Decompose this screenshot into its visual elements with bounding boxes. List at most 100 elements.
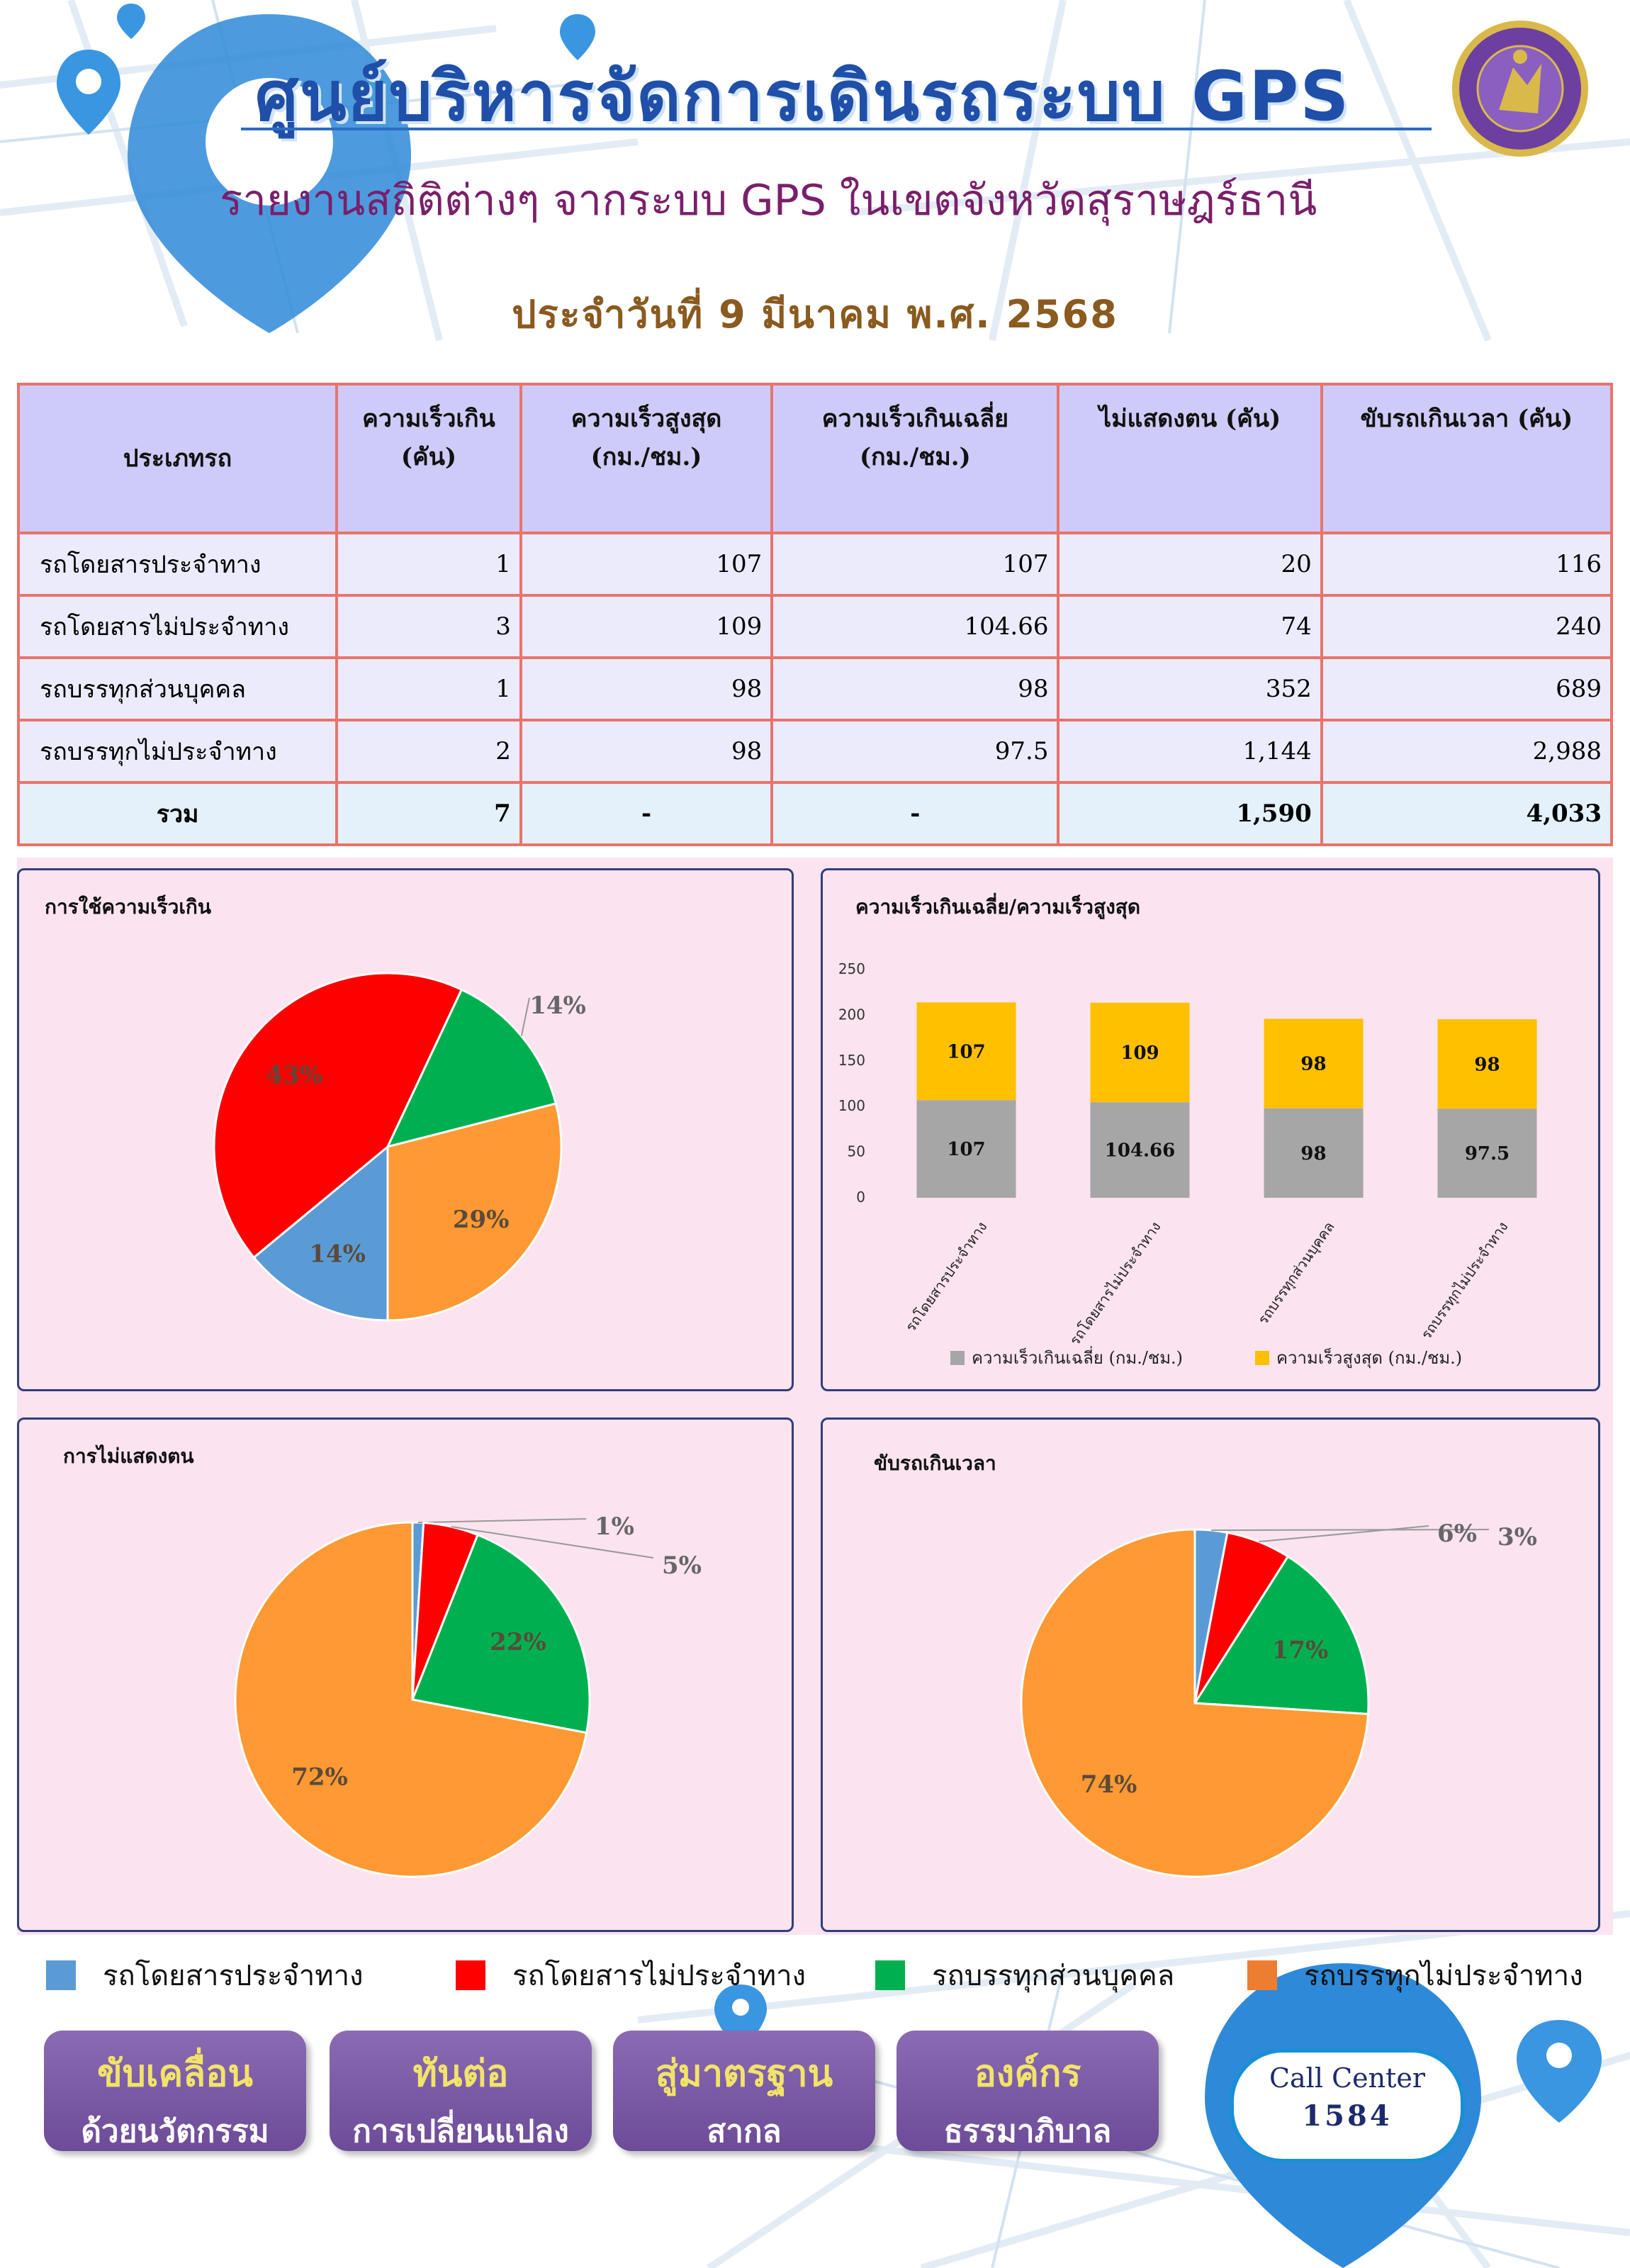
cell-max-speed: 107	[519, 532, 774, 597]
cell-no-id: 1,144	[1057, 719, 1323, 784]
change-badge: ทันต่อ การเปลี่ยนแปลง	[330, 2031, 592, 2151]
x-category-label: รถบรรทุกส่วนบุคคล	[1254, 1218, 1339, 1328]
call-center-number: 1584	[1302, 2099, 1393, 2133]
badge-line2: ธรรมาภิบาล	[943, 2113, 1112, 2150]
cell-total-no-id: 1,590	[1057, 781, 1323, 846]
pie-data-label: 74%	[1081, 1770, 1137, 1799]
cell-speeding: 1	[335, 532, 522, 597]
speed-bar-panel: ความเร็วเกินเฉลี่ย/ความเร็วสูงสุด 0 50 100…	[821, 868, 1600, 1391]
cell-avg-speed: 107	[770, 532, 1060, 597]
standard-badge: สู่มาตรฐาน สากล	[613, 2031, 875, 2151]
cell-total-overtime: 4,033	[1320, 781, 1614, 846]
legend-item: รถโดยสารไม่ประจำทาง	[456, 1953, 806, 1998]
cell-total-max-speed: -	[519, 781, 774, 846]
legend-swatch	[456, 1960, 485, 1990]
leader-line	[451, 1526, 654, 1559]
chart-area: การใช้ความเร็วเกิน 14% 43% 14% 29% ความเร็ว…	[17, 858, 1613, 1935]
badge-line1: องค์กร	[974, 2053, 1081, 2095]
y-tick-label: 150	[838, 1052, 865, 1069]
leader-line	[520, 997, 530, 1037]
legend-label: รถบรรทุกส่วนบุคคล	[932, 1960, 1175, 1992]
map-pin-icon	[128, 14, 411, 333]
cell-speeding: 3	[335, 594, 522, 659]
bar-data-label: 98	[1474, 1054, 1500, 1075]
table-header-row: ประเภทรถ ความเร็วเกิน (คัน) ความเร็วสูงสุ…	[16, 383, 1614, 534]
map-pin-icon	[1517, 2020, 1602, 2123]
no-id-pie-panel: การไม่แสดงตน 1% 5% 22% 72%	[17, 1418, 794, 1932]
bar-max-speed	[1264, 1018, 1364, 1108]
table-row: รถบรรทุกไม่ประจำทาง 2 98 97.5 1,144 2,98…	[16, 719, 1614, 784]
cell-avg-speed: 98	[770, 656, 1060, 722]
column-header: ขับรถเกินเวลา (คัน)	[1320, 383, 1614, 534]
governance-badge: องค์กร ธรรมาภิบาล	[896, 2031, 1159, 2151]
pie-data-label: 43%	[266, 1061, 323, 1089]
cell-max-speed: 109	[519, 594, 774, 659]
legend-label: รถบรรทุกไม่ประจำทาง	[1304, 1960, 1583, 1992]
chart-title: การใช้ความเร็วเกิน	[45, 895, 212, 919]
legend-item: รถโดยสารประจำทาง	[46, 1953, 364, 1998]
x-category-label: รถโดยสารไม่ประจำทาง	[1066, 1218, 1164, 1348]
bar-max-speed	[916, 1002, 1016, 1101]
bar-avg-speed	[1437, 1108, 1537, 1198]
pie-data-label: 17%	[1272, 1636, 1329, 1664]
badge-line2: การเปลี่ยนแปลง	[352, 2113, 569, 2150]
bar-avg-speed	[1264, 1108, 1364, 1198]
pie-data-label: 1%	[595, 1512, 634, 1541]
legend-label: รถโดยสารประจำทาง	[103, 1960, 364, 1992]
pie-slice	[213, 972, 463, 1259]
cell-overtime: 2,988	[1320, 719, 1614, 784]
chart-title: ขับรถเกินเวลา	[874, 1452, 996, 1475]
map-pin-icon	[560, 14, 595, 60]
map-pin-icon	[117, 4, 145, 39]
badge-line1: ทันต่อ	[412, 2053, 509, 2095]
column-header: ไม่แสดงตน (คัน)	[1057, 383, 1323, 534]
innovation-badge: ขับเคลื่อน ด้วยนวัตกรรม	[44, 2031, 306, 2151]
cell-total-speeding: 7	[335, 781, 522, 846]
y-tick-label: 250	[838, 960, 865, 977]
bar-data-label: 98	[1300, 1054, 1326, 1075]
pie-data-label: 3%	[1497, 1523, 1537, 1551]
column-header: ความเร็วสูงสุด (กม./ชม.)	[519, 383, 774, 534]
pie-slice	[1193, 1555, 1370, 1715]
pie-data-label: 72%	[291, 1763, 348, 1791]
cell-max-speed: 98	[519, 719, 774, 784]
x-category-label: รถบรรทุกไม่ประจำทาง	[1417, 1218, 1512, 1343]
bar-data-label: 97.5	[1465, 1143, 1510, 1164]
pie-data-label: 6%	[1437, 1520, 1477, 1548]
y-tick-label: 50	[848, 1143, 865, 1160]
bar-data-label: 109	[1120, 1043, 1159, 1064]
call-center-badge: Call Center 1584	[1230, 2048, 1465, 2163]
legend-item: รถบรรทุกไม่ประจำทาง	[1247, 1953, 1583, 1998]
bar-avg-speed	[1090, 1102, 1190, 1198]
page-subtitle: รายงานสถิติต่างๆ จากระบบ GPS ในเขตจังหวั…	[220, 176, 1317, 225]
column-header: ประเภทรถ	[16, 383, 339, 534]
badge-line2: ด้วยนวัตกรรม	[81, 2113, 269, 2150]
bar-data-label: 104.66	[1105, 1140, 1176, 1162]
legend-swatch	[46, 1960, 76, 1990]
speeding-pie-panel: การใช้ความเร็วเกิน 14% 43% 14% 29%	[17, 868, 794, 1391]
bar-max-speed	[1437, 1019, 1537, 1109]
bar-legend-swatch	[1255, 1351, 1269, 1365]
cell-vehicle-type: รถโดยสารประจำทาง	[16, 532, 339, 597]
badge-line1: ขับเคลื่อน	[97, 2053, 253, 2095]
cell-speeding: 2	[335, 719, 522, 784]
department-seal-logo	[1452, 21, 1588, 157]
table-row: รถโดยสารประจำทาง 1 107 107 20 116	[16, 532, 1614, 597]
legend-swatch	[875, 1960, 905, 1990]
speed-stacked-bar-chart: 0 50 100 150 200 250 107 107 รถโดยสารประจำทาง 104…	[838, 960, 1537, 1369]
overtime-pie-chart: 3% 6% 17% 74%	[1020, 1520, 1537, 1878]
pie-slice	[386, 1102, 563, 1322]
table-row: รถโดยสารไม่ประจำทาง 3 109 104.66 74 240	[16, 594, 1614, 659]
cell-total-avg-speed: -	[770, 781, 1060, 846]
chart-title: การไม่แสดงตน	[63, 1444, 194, 1468]
page-title: ศูนย์บริหารจัดการเดินรถระบบ GPS	[255, 57, 1351, 136]
cell-overtime: 689	[1320, 656, 1614, 722]
bar-legend-label: ความเร็วเกินเฉลี่ย (กม./ชม.)	[972, 1346, 1183, 1368]
bar-data-label: 107	[947, 1041, 985, 1062]
leader-line	[1259, 1525, 1429, 1543]
y-tick-label: 200	[838, 1006, 865, 1023]
pie-data-label: 14%	[529, 992, 586, 1020]
report-date: ประจำวันที่ 9 มีนาคม พ.ศ. 2568	[512, 292, 1118, 337]
bar-avg-speed	[916, 1100, 1016, 1198]
